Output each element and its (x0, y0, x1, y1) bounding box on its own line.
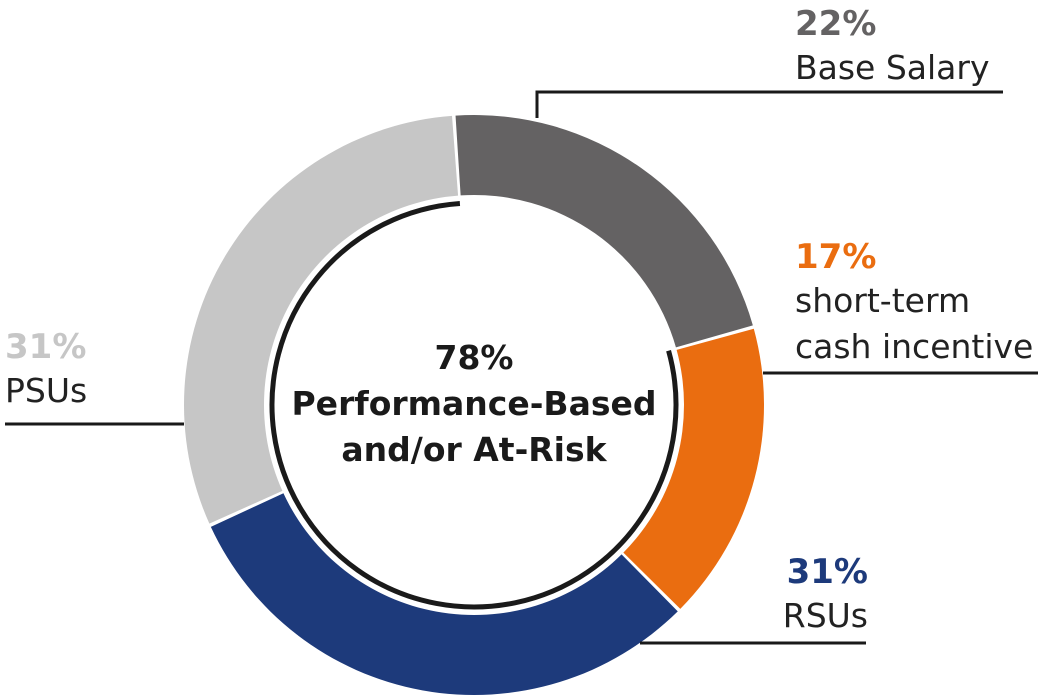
category-label-short-term-cash-incentive-line-2: cash incentive (795, 327, 1033, 366)
leader-line-base-salary (535, 90, 1003, 118)
category-label-base-salary: Base Salary (795, 48, 990, 87)
slice-rsus (210, 493, 678, 695)
leader-lines (5, 90, 1038, 645)
slice-base-salary (455, 115, 753, 348)
percent-label-rsus: 31% (787, 552, 868, 592)
slice-psus (183, 115, 459, 524)
category-label-short-term-cash-incentive: short-term (795, 281, 970, 320)
center-label-line-3: and/or At-Risk (341, 430, 607, 469)
slice-labels: 22% Base Salary 17% short-term cash incentiv… (5, 4, 1033, 635)
center-label: 78% Performance-Based and/or At-Risk (292, 338, 657, 469)
percent-label-psus: 31% (5, 327, 86, 367)
category-label-psus: PSUs (5, 371, 87, 410)
donut-slices (183, 115, 764, 695)
slice-short-term-cash-incentive (623, 328, 764, 609)
percent-label-short-term-cash-incentive: 17% (795, 237, 876, 277)
category-label-rsus: RSUs (783, 596, 868, 635)
performance-based-arc (269, 200, 679, 610)
percent-label-base-salary: 22% (795, 4, 876, 44)
center-label-line-2: Performance-Based (292, 384, 657, 423)
center-label-line-1: 78% (435, 338, 514, 377)
